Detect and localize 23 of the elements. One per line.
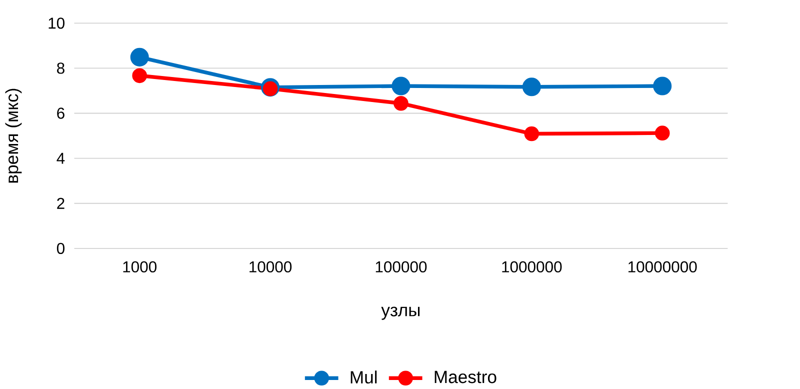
y-tick-label: 0 [56, 242, 64, 254]
x-tick-label: 100000 [376, 261, 427, 272]
point [522, 77, 541, 96]
point [394, 96, 408, 111]
x-tick-label: 10000000 [628, 261, 697, 272]
y-tick-label: 6 [57, 107, 64, 119]
point [392, 76, 410, 96]
y-tick-label: 2 [57, 198, 64, 209]
point [524, 126, 540, 141]
legend-label: Maestro [434, 370, 496, 383]
point [132, 68, 148, 83]
x-tick-label: 1000000 [502, 261, 562, 272]
x-tick-label: 1000 [123, 261, 156, 272]
point [653, 76, 672, 96]
point [654, 125, 670, 140]
y-tick-label: 8 [57, 62, 64, 74]
legend-label: Mul [350, 370, 377, 384]
x-tick-label: 10000 [250, 261, 292, 272]
x-axis-title: узлы [381, 306, 420, 320]
y-tick-label: 4 [56, 152, 65, 164]
y-axis-title: время (мкс) [5, 88, 22, 182]
y-tick-label: 10 [48, 17, 64, 29]
point [130, 48, 149, 66]
